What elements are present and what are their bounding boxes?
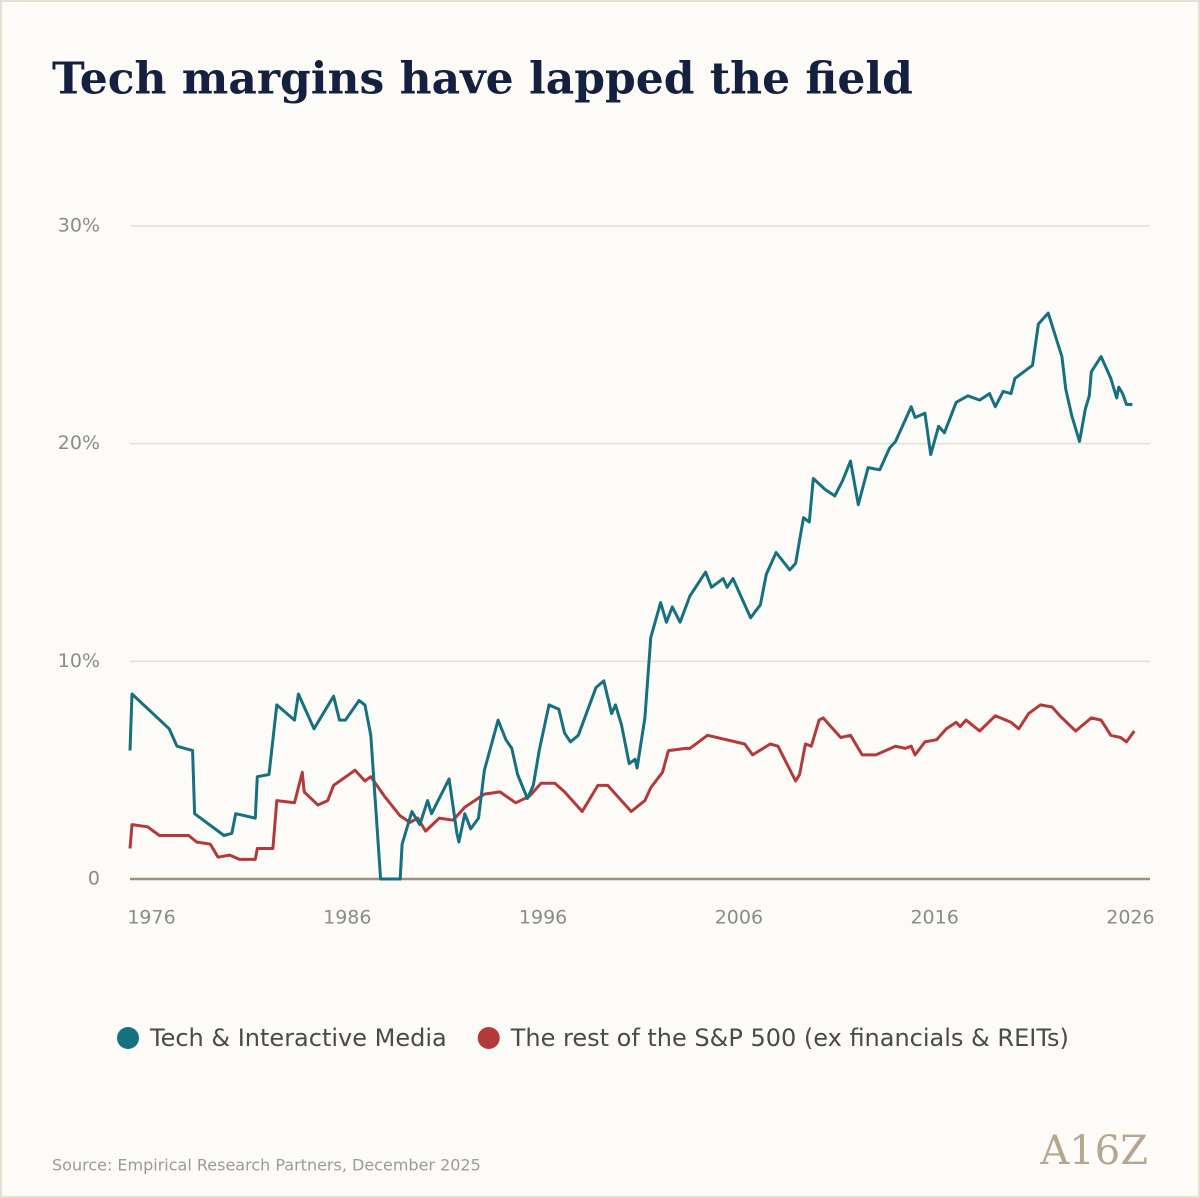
legend-label: The rest of the S&P 500 (ex financials &… bbox=[510, 1024, 1069, 1052]
y-tick-label: 30% bbox=[58, 215, 100, 237]
logo: A16Z bbox=[1039, 1128, 1148, 1174]
x-tick-label: 2026 bbox=[1106, 907, 1154, 929]
data-line bbox=[128, 311, 1133, 881]
legend-marker bbox=[117, 1027, 139, 1049]
legend-marker bbox=[477, 1027, 500, 1049]
x-tick-label: 2006 bbox=[715, 907, 763, 929]
y-tick-label: 10% bbox=[58, 650, 100, 672]
y-tick-label: 20% bbox=[58, 432, 100, 454]
legend-label: Tech & Interactive Media bbox=[149, 1024, 447, 1052]
data-line bbox=[128, 703, 1136, 861]
x-tick-label: 1986 bbox=[323, 907, 371, 929]
chart-title: Tech margins have lapped the field bbox=[52, 54, 913, 105]
x-tick-label: 2016 bbox=[910, 907, 958, 929]
source: Source: Empirical Research Partners, Dec… bbox=[52, 1156, 481, 1175]
x-tick-label: 1976 bbox=[127, 907, 175, 929]
x-tick-label: 1996 bbox=[519, 907, 567, 929]
y-tick-label: 0 bbox=[88, 868, 100, 890]
